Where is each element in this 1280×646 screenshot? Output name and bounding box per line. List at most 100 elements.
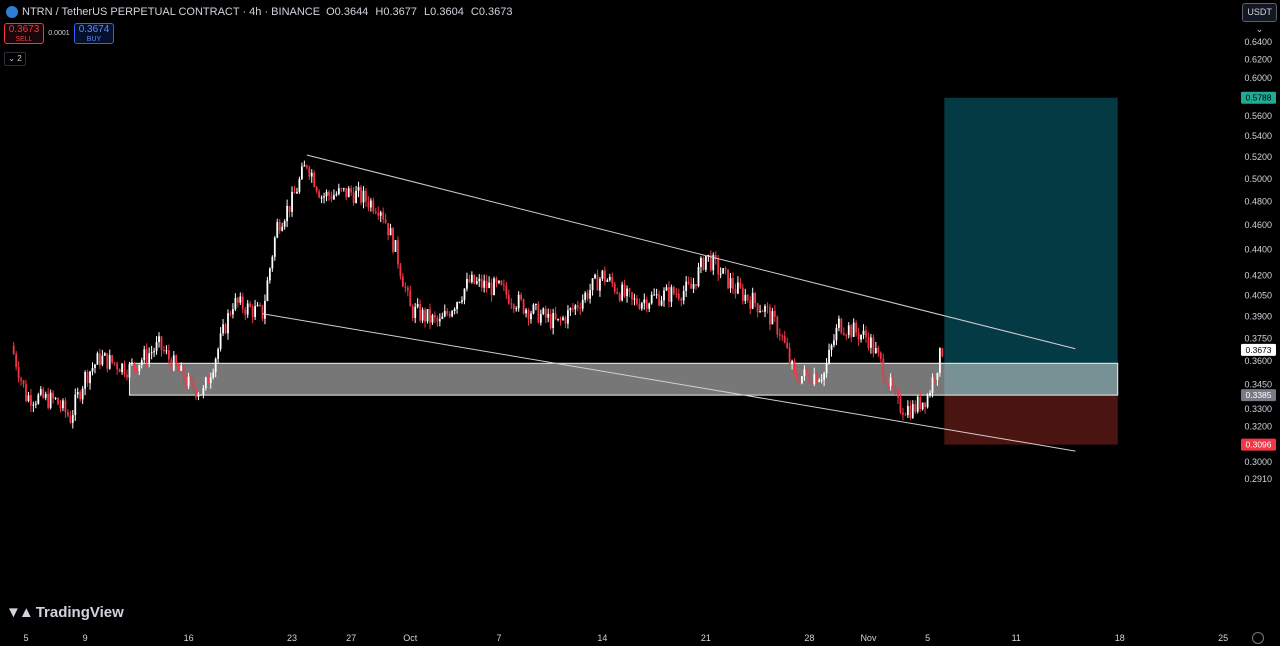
candle-body [66,412,69,416]
candle-body [606,280,609,282]
candle-body [71,415,74,423]
candle-body [340,188,343,190]
entry-price-label: 0.3385 [1246,390,1272,400]
candle-body [52,392,54,399]
candle-body [737,282,739,294]
candle-body [153,351,155,353]
time-axis[interactable]: 5 9 16 23 27 Oct 7 14 21 28 Nov 5 11 18 25 [0,628,1280,646]
candle-body [281,226,284,231]
candle-body [286,205,289,222]
candle-body [74,394,77,416]
candle-body [638,304,641,309]
price-tick-label: 0.3750 [1244,333,1272,343]
candle-body [778,334,781,336]
candle-body [103,353,106,356]
candle-body [884,378,887,384]
candle-body [300,166,303,180]
candle-body [468,278,471,283]
sell-button[interactable]: 0.3673 SELL [4,23,44,44]
candle-body [337,188,340,195]
candle-body [182,365,185,381]
candle-body [111,355,114,363]
candle-body [902,412,904,415]
candle-body [123,363,126,375]
candle-body [887,383,890,387]
candle-body [357,187,360,191]
candle-body [409,290,412,307]
candle-body [938,348,941,373]
candle-body [155,342,158,352]
candle-body [387,223,390,236]
candle-body [451,311,454,317]
candle-body [369,200,372,208]
candle-body [574,305,577,310]
candle-body [419,304,422,321]
candle-body [746,294,749,301]
candle-body [158,336,160,343]
candle-body [941,348,944,356]
candle-body [712,254,715,271]
candle-body [397,240,399,265]
buy-button[interactable]: 0.3674 BUY [74,23,114,44]
candle-body [621,284,624,301]
candle-body [266,280,269,301]
candle-body [461,300,463,302]
candle-body [769,307,771,325]
symbol-title[interactable]: NTRN / TetherUS PERPETUAL CONTRACT · 4h … [22,6,321,18]
time-tick-label: 27 [346,633,356,643]
candle-body [350,188,353,193]
candle-body [27,395,30,402]
candle-body [320,197,323,199]
candle-body [522,299,525,314]
candle-body [535,303,537,305]
indicators-toggle-button[interactable]: ⌄ 2 [4,52,26,66]
trendlines [262,154,1076,452]
candle-body [500,280,503,285]
candle-body [32,404,35,406]
candle-body [936,372,939,380]
price-axis[interactable]: 0.64000.62000.60000.58000.56000.54000.52… [1237,0,1280,646]
candle-body [707,254,710,256]
currency-button[interactable]: USDT ⌄ [1242,3,1277,34]
candle-body [273,237,276,257]
settings-icon[interactable] [1252,632,1264,644]
candle-body [916,396,919,412]
candle-body [254,306,256,318]
candle-body [820,379,823,381]
candle-body [761,311,764,313]
candle-body [645,299,648,309]
candle-body [365,190,367,202]
candle-body [305,165,308,168]
candle-body [569,308,572,311]
price-tick-label: 0.2910 [1244,474,1272,484]
candle-body [298,179,301,192]
candle-body [751,293,754,309]
candle-body [347,188,350,198]
candle-body [308,167,311,177]
candle-body [232,309,234,315]
candle-body [613,283,616,292]
candle-body [692,284,695,289]
candle-body [626,288,628,297]
candle-body [680,298,683,301]
candle-body [618,293,621,301]
candle-body [466,278,468,289]
candle-body [611,277,614,284]
candle-body [847,325,850,336]
candle-body [64,400,67,413]
candle-body [401,276,404,287]
candle-body [288,205,291,212]
tradingview-logo[interactable]: ▼▲ TradingView [6,604,124,621]
candle-body [554,313,557,320]
candle-body [495,278,498,283]
candle-body [234,297,237,310]
candle-body [810,381,813,385]
candle-body [658,294,660,306]
trade-panel: 0.3673 SELL 0.0001 0.3674 BUY [4,23,114,44]
candle-body [744,294,747,301]
candle-body [133,362,136,368]
price-tick-label: 0.4400 [1244,245,1272,255]
candle-body [478,278,481,282]
candle-body [236,297,239,303]
